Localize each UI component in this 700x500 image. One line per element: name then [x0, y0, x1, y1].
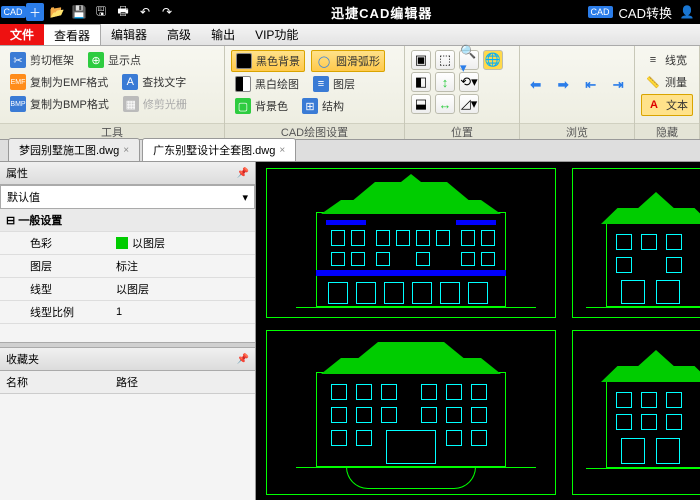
smooth-arc-button[interactable]: ◯圆滑弧形 — [311, 50, 385, 72]
quick-launch: CAD ＋ 📂 💾 🖫 🖶 ↶ ↷ — [4, 3, 176, 21]
properties-panel: 属性 📌 默认值 ▾ ⊟ 一般设置 色彩 以图层 图层 标注 线型 以图层 线型… — [0, 162, 256, 500]
user-icon[interactable]: 👤 — [678, 3, 696, 21]
ribbon-group-position: ▣ ⬚ 🔍▾ 🌐 ◧ ↕ ⟲▾ ⬓ ↔ ◿▾ 位置 — [405, 46, 520, 139]
pos-icon-5[interactable]: ⬓ — [411, 94, 431, 114]
angle-icon[interactable]: ◿▾ — [459, 94, 479, 114]
menu-output[interactable]: 输出 — [201, 24, 245, 45]
table-row[interactable]: 图层 标注 — [0, 255, 255, 278]
emf-icon: EMF — [10, 74, 26, 90]
pin-icon[interactable]: 📌 — [237, 168, 249, 179]
app-icon[interactable]: CAD — [4, 3, 22, 21]
menu-bar: 文件 查看器 编辑器 高级 输出 VIP功能 — [0, 24, 700, 46]
pos-icon-2[interactable]: ⬚ — [435, 50, 455, 70]
ribbon: ✂剪切框架 ⊕显示点 EMF复制为EMF格式 A查找文字 BMP复制为BMP格式… — [0, 46, 700, 140]
favorites-header: 收藏夹 📌 — [0, 348, 255, 371]
globe-icon[interactable]: 🌐 — [483, 50, 503, 70]
nav-right-icon[interactable]: ➡ — [554, 75, 574, 95]
close-icon[interactable]: × — [279, 145, 285, 156]
text-button[interactable]: A文本 — [641, 94, 693, 116]
table-row[interactable]: 色彩 以图层 — [0, 232, 255, 255]
ribbon-group-browse: ⬅ ➡ ⇤ ⇥ 浏览 — [520, 46, 635, 139]
group-label-cad: CAD绘图设置 — [225, 123, 404, 139]
zoom-icon[interactable]: 🔍▾ — [459, 50, 479, 70]
bw-icon — [235, 76, 251, 92]
cad-canvas[interactable] — [256, 162, 700, 500]
pin-icon[interactable]: 📌 — [237, 354, 249, 365]
menu-viewer[interactable]: 查看器 — [44, 24, 101, 45]
crop-frame-button[interactable]: ✂剪切框架 — [6, 50, 78, 70]
ribbon-group-hide: ≡线宽 📏测量 A文本 隐藏 — [635, 46, 700, 139]
group-label-hide: 隐藏 — [635, 123, 699, 139]
nav-left-icon[interactable]: ⬅ — [526, 75, 546, 95]
col-name: 名称 — [0, 371, 110, 393]
ribbon-group-tools: ✂剪切框架 ⊕显示点 EMF复制为EMF格式 A查找文字 BMP复制为BMP格式… — [0, 46, 225, 139]
copy-emf-button[interactable]: EMF复制为EMF格式 — [6, 72, 112, 92]
text-icon: A — [646, 97, 662, 113]
table-row[interactable]: 线型比例 1 — [0, 301, 255, 324]
pos-icon-4[interactable]: ↕ — [435, 72, 455, 92]
table-row[interactable]: 线型 以图层 — [0, 278, 255, 301]
bw-draw-button[interactable]: 黑白绘图 — [231, 74, 303, 94]
cad-convert-button[interactable]: CAD转换 — [619, 3, 672, 22]
scissors-icon: ✂ — [10, 52, 26, 68]
chevron-down-icon: ▾ — [242, 191, 248, 204]
color-swatch — [116, 237, 128, 249]
show-point-button[interactable]: ⊕显示点 — [84, 50, 145, 70]
pos-icon-6[interactable]: ↔ — [435, 94, 455, 114]
close-icon[interactable]: × — [123, 145, 129, 156]
menu-advanced[interactable]: 高级 — [157, 24, 201, 45]
trim-trace-button[interactable]: ▦修剪光栅 — [119, 94, 191, 114]
search-icon: A — [122, 74, 138, 90]
trim-icon: ▦ — [123, 96, 139, 112]
properties-header: 属性 📌 — [0, 162, 255, 185]
saveas-icon[interactable]: 🖫 — [92, 3, 110, 21]
tab-2[interactable]: 广东别墅设计全套图.dwg× — [142, 138, 296, 161]
nav-first-icon[interactable]: ⇤ — [581, 75, 601, 95]
menu-editor[interactable]: 编辑器 — [101, 24, 157, 45]
app-title: 迅捷CAD编辑器 — [176, 3, 588, 22]
group-label-browse: 浏览 — [520, 123, 634, 139]
group-label-position: 位置 — [405, 123, 519, 139]
pos-icon-1[interactable]: ▣ — [411, 50, 431, 70]
document-tabs: 梦园别墅施工图.dwg× 广东别墅设计全套图.dwg× — [0, 140, 700, 162]
redo-icon[interactable]: ↷ — [158, 3, 176, 21]
structure-icon: ⊞ — [302, 98, 318, 114]
bgcolor-icon: ▢ — [235, 98, 251, 114]
menu-file[interactable]: 文件 — [0, 24, 44, 45]
undo-icon[interactable]: ↶ — [136, 3, 154, 21]
nav-last-icon[interactable]: ⇥ — [609, 75, 629, 95]
ruler-icon: 📏 — [645, 74, 661, 90]
black-bg-button[interactable]: 黑色背景 — [231, 50, 305, 72]
default-dropdown[interactable]: 默认值 ▾ — [0, 185, 255, 209]
properties-table: ⊟ 一般设置 色彩 以图层 图层 标注 线型 以图层 线型比例 1 — [0, 209, 255, 324]
rotate-icon[interactable]: ⟲▾ — [459, 72, 479, 92]
structure-button[interactable]: ⊞结构 — [298, 96, 348, 116]
new-icon[interactable]: ＋ — [26, 3, 44, 21]
menu-vip[interactable]: VIP功能 — [245, 24, 308, 45]
title-bar: CAD ＋ 📂 💾 🖫 🖶 ↶ ↷ 迅捷CAD编辑器 CAD CAD转换 👤 — [0, 0, 700, 24]
layer-button[interactable]: ≡图层 — [309, 74, 359, 94]
measure-button[interactable]: 📏测量 — [641, 72, 693, 92]
tab-1[interactable]: 梦园别墅施工图.dwg× — [8, 138, 140, 161]
col-path: 路径 — [110, 371, 144, 393]
blackbg-icon — [236, 53, 252, 69]
pos-icon-3[interactable]: ◧ — [411, 72, 431, 92]
ribbon-group-cad: 黑色背景 ◯圆滑弧形 黑白绘图 ≡图层 ▢背景色 ⊞结构 CAD绘图设置 — [225, 46, 405, 139]
save-icon[interactable]: 💾 — [70, 3, 88, 21]
copy-bmp-button[interactable]: BMP复制为BMP格式 — [6, 94, 113, 114]
linewidth-icon: ≡ — [645, 52, 661, 68]
find-text-button[interactable]: A查找文字 — [118, 72, 190, 92]
bmp-icon: BMP — [10, 96, 26, 112]
layer-icon: ≡ — [313, 76, 329, 92]
cad-badge-icon: CAD — [588, 6, 613, 18]
open-icon[interactable]: 📂 — [48, 3, 66, 21]
workspace: 属性 📌 默认值 ▾ ⊟ 一般设置 色彩 以图层 图层 标注 线型 以图层 线型… — [0, 162, 700, 500]
bg-color-button[interactable]: ▢背景色 — [231, 96, 292, 116]
linewidth-button[interactable]: ≡线宽 — [641, 50, 693, 70]
group-label-tools: 工具 — [0, 123, 224, 139]
print-icon[interactable]: 🖶 — [114, 3, 132, 21]
point-icon: ⊕ — [88, 52, 104, 68]
arc-icon: ◯ — [316, 53, 332, 69]
